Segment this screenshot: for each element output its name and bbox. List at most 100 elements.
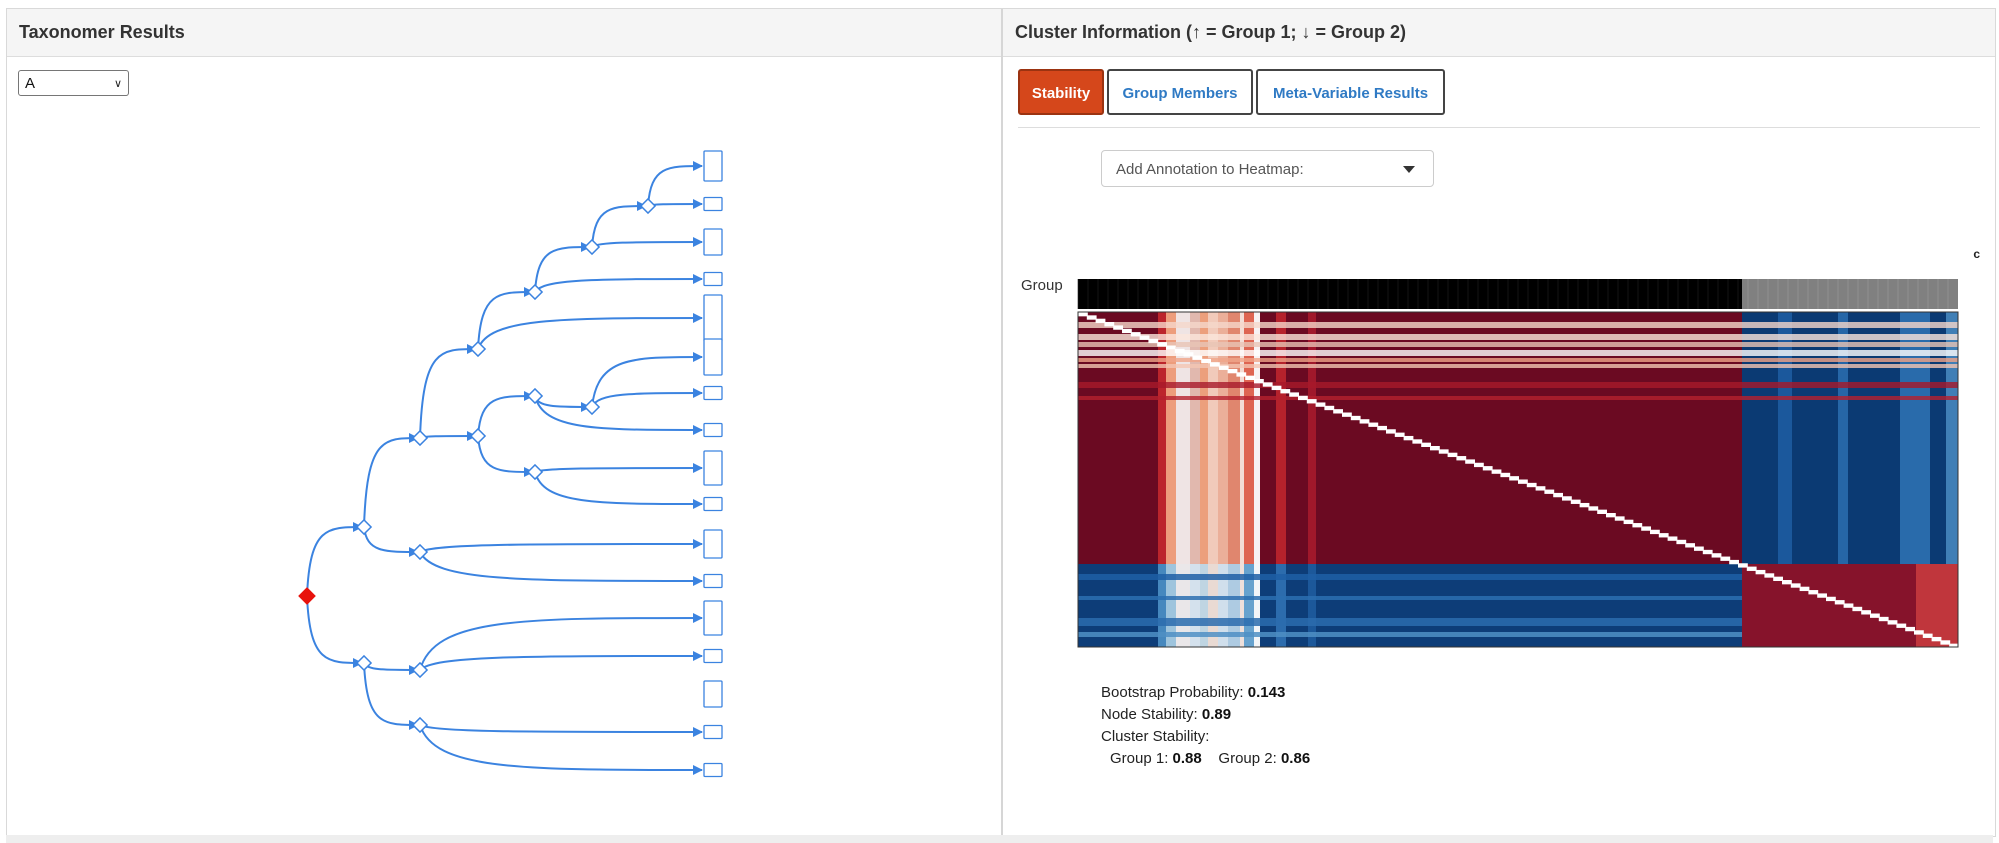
- heat-diagonal-cell: [1342, 412, 1352, 417]
- tree-leaf[interactable]: [703, 422, 723, 438]
- heat-diagonal-cell: [1500, 472, 1511, 478]
- tree-edge: [591, 388, 703, 408]
- heat-column-band: [1946, 312, 1958, 564]
- heat-diagonal-cell: [1148, 338, 1159, 344]
- tree-leaf[interactable]: [703, 680, 723, 708]
- heat-diagonal-cell: [1086, 315, 1097, 320]
- tree-leaf[interactable]: [703, 150, 723, 182]
- tree-node[interactable]: [583, 238, 601, 256]
- panel-title: Cluster Information (↑ = Group 1; ↓ = Gr…: [1003, 9, 1995, 57]
- tree-edge: [419, 651, 703, 671]
- heat-row-band: [1078, 342, 1958, 347]
- heat-diagonal-cell: [1799, 586, 1810, 592]
- tree-node[interactable]: [411, 543, 429, 561]
- heat-row-band: [1078, 396, 1958, 400]
- heat-diagonal-cell: [1535, 486, 1546, 491]
- tree-node[interactable]: [526, 283, 544, 301]
- tree-edge: [419, 724, 703, 775]
- tree-edge: [419, 613, 703, 671]
- tree-leaf[interactable]: [703, 385, 723, 401]
- tree-leaf[interactable]: [703, 573, 723, 589]
- tree-node[interactable]: [355, 518, 373, 536]
- tree-node[interactable]: [526, 463, 544, 481]
- tree-edge: [363, 662, 419, 675]
- heat-diagonal-cell: [1852, 606, 1863, 612]
- tree-edge: [534, 242, 591, 293]
- tree-leaf[interactable]: [703, 271, 723, 287]
- heat-diagonal-cell: [1333, 409, 1343, 414]
- tree-leaf[interactable]: [703, 496, 723, 512]
- heat-column-band: [1308, 312, 1316, 564]
- tree-edge: [306, 522, 363, 597]
- cluster-stability: Cluster Stability:: [1101, 728, 1210, 745]
- heat-diagonal-cell: [1271, 385, 1282, 391]
- annotation-dropdown-label: Add Annotation to Heatmap:: [1116, 161, 1304, 178]
- heat-row-band: [1078, 382, 1958, 388]
- heat-column-band: [1190, 564, 1200, 647]
- cluster-select[interactable]: A ∨: [18, 70, 129, 96]
- tree-leaf[interactable]: [703, 196, 723, 212]
- heat-diagonal-cell: [1914, 630, 1924, 635]
- heat-diagonal-cell: [1817, 593, 1827, 598]
- group-stability-values: Group 1: 0.88 Group 2: 0.86: [1110, 750, 1311, 767]
- heat-diagonal-cell: [1702, 549, 1713, 555]
- heat-diagonal-cell: [1667, 536, 1678, 541]
- tree-node[interactable]: [411, 661, 429, 679]
- tree-node[interactable]: [469, 427, 487, 445]
- tree-leaf[interactable]: [703, 450, 723, 486]
- tree-node[interactable]: [526, 387, 544, 405]
- tree-leaf[interactable]: [703, 338, 723, 376]
- panel-title: Taxonomer Results: [7, 9, 1001, 57]
- tree-node[interactable]: [355, 654, 373, 672]
- heat-diagonal-cell: [1623, 519, 1634, 525]
- heat-diagonal-cell: [1183, 352, 1194, 357]
- heat-diagonal-cell: [1491, 469, 1502, 474]
- heat-diagonal-cell: [1579, 502, 1590, 508]
- root-node[interactable]: [298, 587, 316, 605]
- heat-diagonal-cell: [1315, 402, 1326, 407]
- tree-leaf[interactable]: [703, 294, 723, 342]
- tree-node[interactable]: [411, 716, 429, 734]
- dendrogram-tree: [298, 150, 723, 778]
- heat-diagonal-cell: [1192, 355, 1203, 360]
- tree-edge: [534, 395, 703, 435]
- heat-diagonal-cell: [1157, 342, 1167, 347]
- heat-diagonal-cell: [1676, 539, 1687, 545]
- tree-node[interactable]: [411, 429, 429, 447]
- tree-leaf[interactable]: [703, 762, 723, 778]
- heat-diagonal-cell: [1940, 640, 1951, 645]
- heat-diagonal-cell: [1412, 439, 1423, 444]
- caret-down-icon: [1403, 166, 1415, 173]
- tab-meta-variable-results[interactable]: Meta-Variable Results: [1256, 69, 1445, 115]
- heat-diagonal-cell: [1095, 318, 1106, 324]
- tree-node[interactable]: [583, 398, 601, 416]
- annotation-dropdown[interactable]: Add Annotation to Heatmap:: [1101, 150, 1434, 187]
- tree-node[interactable]: [469, 340, 487, 358]
- tree-leaf[interactable]: [703, 724, 723, 740]
- tree-leaf[interactable]: [703, 529, 723, 559]
- tree-edge: [534, 463, 703, 474]
- heat-diagonal-cell: [1377, 425, 1387, 431]
- heat-diagonal-cell: [1834, 600, 1845, 605]
- heat-diagonal-cell: [1755, 569, 1766, 575]
- heat-diagonal-cell: [1218, 365, 1229, 370]
- heat-diagonal-cell: [1588, 506, 1599, 511]
- heat-diagonal-cell: [1122, 328, 1132, 334]
- tree-edge: [419, 724, 703, 737]
- tree-leaf[interactable]: [703, 648, 723, 664]
- tree-node[interactable]: [639, 197, 657, 215]
- group-2-bar: [1742, 279, 1958, 309]
- heat-diagonal-cell: [1227, 368, 1238, 374]
- heat-diagonal-cell: [1808, 590, 1819, 595]
- heat-diagonal-cell: [1887, 620, 1898, 625]
- tree-leaf[interactable]: [703, 228, 723, 256]
- heat-diagonal-cell: [1280, 389, 1291, 394]
- heat-row-band: [1078, 322, 1958, 328]
- heat-diagonal-cell: [1764, 573, 1775, 578]
- tree-leaf[interactable]: [703, 600, 723, 636]
- heat-diagonal-cell: [1518, 479, 1528, 484]
- tab-stability[interactable]: Stability: [1018, 69, 1104, 115]
- tab-group-members[interactable]: Group Members: [1107, 69, 1253, 115]
- heat-row-band: [1078, 618, 1742, 626]
- heat-column-band: [1190, 312, 1200, 564]
